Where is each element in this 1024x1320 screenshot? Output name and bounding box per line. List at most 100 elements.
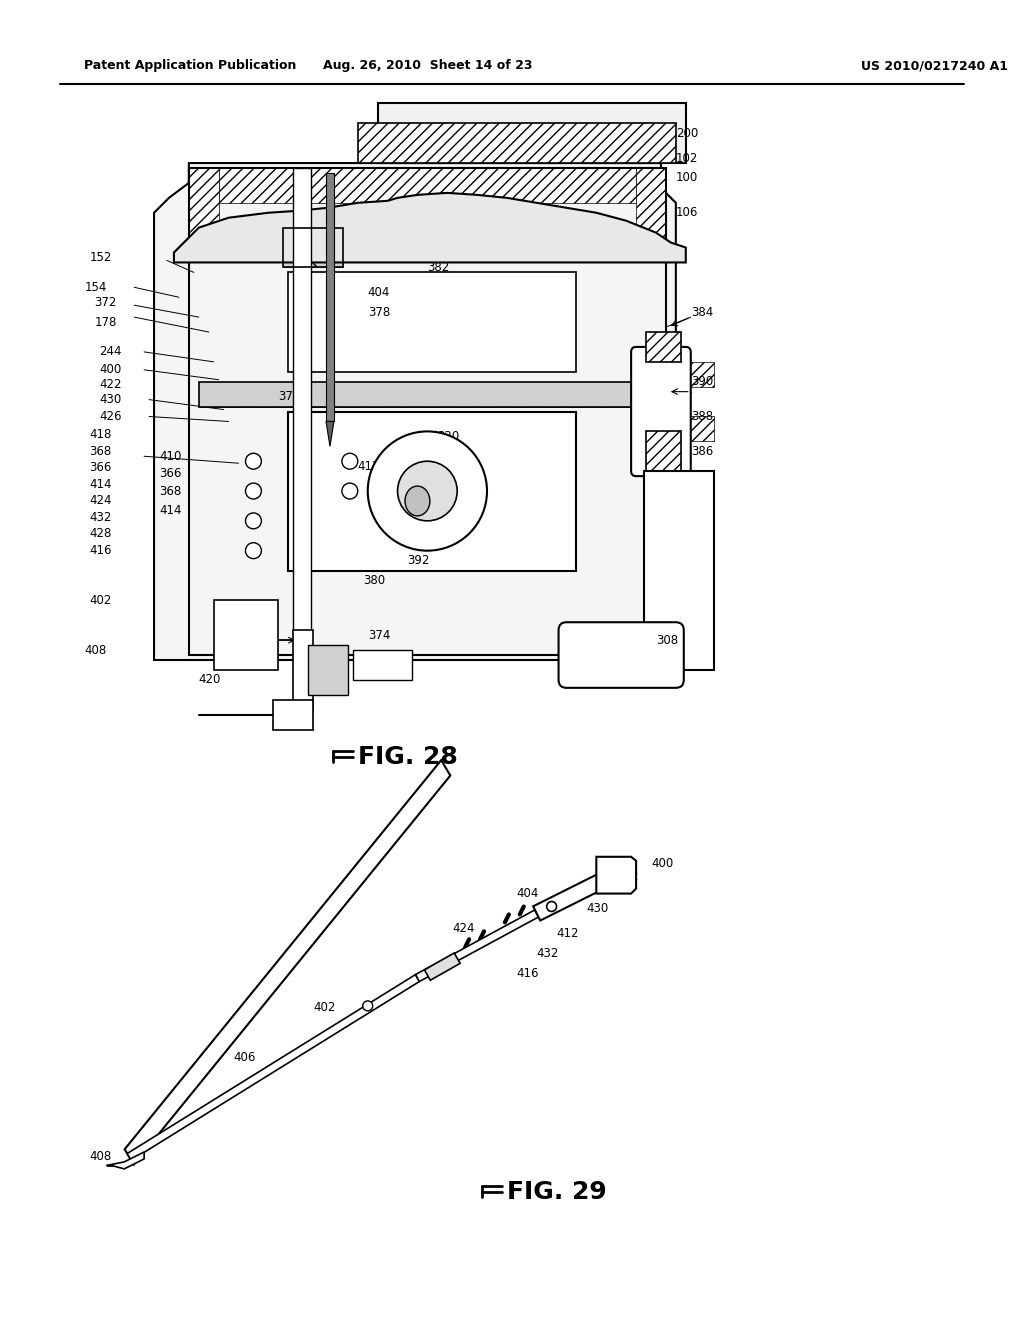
Polygon shape (125, 760, 451, 1164)
Polygon shape (127, 974, 420, 1160)
Bar (219, 168, 636, 203)
Text: 408: 408 (85, 644, 106, 656)
Text: 134: 134 (357, 211, 380, 224)
Text: 414: 414 (89, 478, 112, 491)
FancyBboxPatch shape (558, 622, 684, 688)
Polygon shape (596, 857, 636, 894)
Text: 408: 408 (89, 1151, 112, 1163)
Text: 200: 200 (676, 127, 698, 140)
Text: 402: 402 (89, 594, 112, 607)
Circle shape (246, 453, 261, 469)
Polygon shape (357, 123, 676, 164)
Text: 428: 428 (89, 527, 112, 540)
Text: 366: 366 (89, 461, 112, 474)
Text: 406: 406 (353, 653, 375, 667)
Text: 430: 430 (99, 393, 122, 407)
Text: 402: 402 (313, 1002, 336, 1014)
Text: 422: 422 (99, 379, 122, 391)
Text: 410: 410 (159, 450, 181, 463)
Text: 404: 404 (368, 285, 390, 298)
Bar (284, 227, 343, 268)
Bar (636, 168, 666, 248)
Text: 102: 102 (676, 152, 698, 165)
Polygon shape (416, 909, 539, 982)
FancyBboxPatch shape (631, 347, 691, 477)
Text: 154: 154 (85, 281, 106, 294)
Circle shape (342, 453, 357, 469)
Circle shape (362, 1001, 373, 1011)
Text: 320: 320 (437, 430, 460, 444)
Text: 244: 244 (99, 346, 122, 359)
Polygon shape (534, 866, 620, 920)
Bar (293, 630, 313, 710)
Text: 400: 400 (651, 857, 673, 870)
Circle shape (246, 543, 261, 558)
Bar (353, 649, 413, 680)
Text: 424: 424 (89, 495, 112, 507)
Bar (214, 601, 279, 671)
Bar (326, 173, 334, 421)
Bar (284, 227, 343, 268)
Bar (199, 381, 656, 407)
Text: 404: 404 (517, 887, 540, 900)
Text: 178: 178 (94, 315, 117, 329)
Text: 430: 430 (587, 902, 608, 915)
Bar (199, 381, 656, 407)
Bar (288, 412, 577, 570)
Text: 378: 378 (368, 306, 390, 318)
Text: 392: 392 (408, 554, 430, 568)
Text: 374: 374 (368, 628, 390, 642)
Text: 418: 418 (89, 428, 112, 441)
Text: US 2010/0217240 A1: US 2010/0217240 A1 (861, 59, 1008, 73)
Text: FIG. 29: FIG. 29 (507, 1180, 606, 1204)
Bar (293, 168, 311, 635)
Bar (308, 645, 348, 694)
Text: 100: 100 (676, 172, 698, 185)
Text: 412: 412 (357, 459, 380, 473)
Text: 370: 370 (279, 391, 300, 403)
Text: 366: 366 (159, 467, 181, 479)
Text: 390: 390 (691, 375, 713, 388)
Text: 384: 384 (691, 306, 713, 318)
Bar (378, 103, 686, 164)
Text: 432: 432 (537, 946, 559, 960)
Text: Aug. 26, 2010  Sheet 14 of 23: Aug. 26, 2010 Sheet 14 of 23 (323, 59, 532, 73)
Text: 152: 152 (89, 251, 112, 264)
Text: 400: 400 (99, 363, 122, 376)
Text: 380: 380 (362, 574, 385, 587)
Text: 426: 426 (99, 411, 122, 422)
Bar (273, 700, 313, 730)
Text: Patent Application Publication: Patent Application Publication (85, 59, 297, 73)
Circle shape (547, 902, 557, 911)
Bar (646, 333, 681, 362)
Text: 106: 106 (676, 206, 698, 219)
Bar (641, 356, 671, 471)
Text: 372: 372 (94, 296, 117, 309)
Text: 368: 368 (159, 484, 181, 498)
Text: 432: 432 (89, 511, 112, 524)
Ellipse shape (406, 486, 430, 516)
Text: 406: 406 (233, 1051, 256, 1064)
Text: 368: 368 (89, 445, 112, 458)
Text: 308: 308 (656, 634, 678, 647)
Polygon shape (154, 164, 676, 660)
Text: 420: 420 (199, 673, 221, 686)
Circle shape (342, 483, 357, 499)
Circle shape (368, 432, 487, 550)
Bar (188, 168, 666, 655)
Text: 414: 414 (159, 504, 181, 517)
Bar (644, 417, 714, 441)
Text: 416: 416 (517, 966, 540, 979)
Text: 382: 382 (427, 261, 450, 275)
Bar (288, 272, 577, 372)
Text: 388: 388 (691, 411, 713, 422)
Polygon shape (326, 421, 334, 446)
Polygon shape (174, 193, 686, 263)
Text: 422: 422 (616, 870, 639, 883)
Text: 412: 412 (557, 927, 580, 940)
Polygon shape (424, 953, 460, 981)
Polygon shape (110, 1152, 144, 1170)
Text: 204: 204 (288, 211, 310, 224)
Bar (644, 471, 714, 671)
Bar (378, 103, 686, 133)
